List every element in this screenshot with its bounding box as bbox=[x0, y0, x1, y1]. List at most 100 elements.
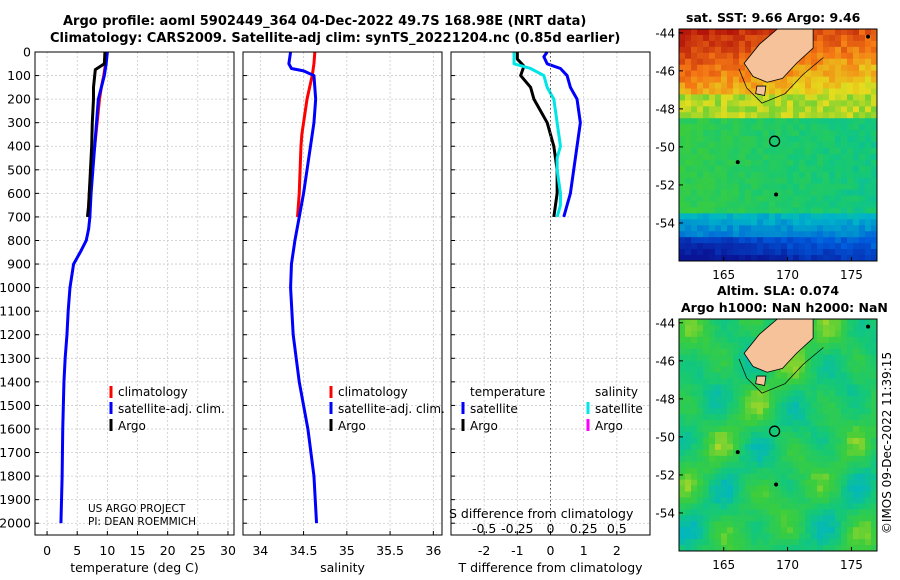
map-cell bbox=[787, 94, 794, 101]
map-cell bbox=[793, 64, 800, 72]
map-cell bbox=[811, 52, 818, 60]
map-cell bbox=[817, 249, 824, 256]
map-cell bbox=[697, 497, 704, 505]
map-cell bbox=[769, 255, 776, 261]
map-cell bbox=[805, 237, 812, 244]
map-cell bbox=[859, 213, 866, 220]
map-cell bbox=[679, 402, 686, 409]
map-cell bbox=[829, 231, 836, 238]
map-cell bbox=[859, 130, 866, 137]
map-cell bbox=[793, 426, 800, 433]
map-cell bbox=[865, 52, 872, 60]
map-cell bbox=[775, 249, 782, 256]
map-cell bbox=[763, 195, 770, 203]
map-cell bbox=[853, 533, 860, 540]
map-cell bbox=[757, 396, 764, 403]
map-cell bbox=[829, 319, 836, 326]
map-cell bbox=[697, 231, 704, 238]
map-cell bbox=[817, 342, 824, 350]
map-cell bbox=[727, 255, 734, 261]
map-cell bbox=[757, 243, 764, 250]
map-cell bbox=[835, 330, 842, 338]
map-cell bbox=[703, 396, 710, 403]
map-cell bbox=[805, 396, 812, 403]
map-cell bbox=[727, 467, 734, 475]
map-cell bbox=[859, 336, 866, 344]
x-tick-label: 35.5 bbox=[376, 543, 404, 558]
map-cell bbox=[829, 479, 836, 487]
map-cell bbox=[811, 130, 818, 137]
map-cell bbox=[733, 213, 740, 220]
map-cell bbox=[799, 136, 806, 143]
map-cell bbox=[811, 324, 818, 332]
map-cell bbox=[751, 497, 758, 505]
map-cell bbox=[721, 527, 728, 534]
map-cell bbox=[811, 485, 818, 493]
map-cell bbox=[793, 159, 800, 167]
map-cell bbox=[775, 183, 782, 191]
map-cell bbox=[853, 40, 860, 48]
map-cell bbox=[793, 437, 800, 445]
map-cell bbox=[805, 515, 812, 522]
map-cell bbox=[841, 201, 848, 209]
map-cell bbox=[811, 207, 818, 215]
map-cell bbox=[871, 515, 877, 522]
map-cell bbox=[691, 473, 698, 481]
map-cell bbox=[799, 118, 806, 125]
map-cell bbox=[871, 461, 877, 469]
map-cell bbox=[823, 420, 830, 427]
map-cell bbox=[817, 112, 824, 119]
map-cell bbox=[865, 88, 872, 96]
map-cell bbox=[709, 136, 716, 143]
map-cell bbox=[865, 473, 872, 481]
map-cell bbox=[769, 497, 776, 505]
map-cell bbox=[745, 491, 752, 499]
map-cell bbox=[757, 533, 764, 540]
map-cell bbox=[829, 171, 836, 179]
map-cell bbox=[763, 420, 770, 427]
map-cell bbox=[775, 479, 782, 487]
map-cell bbox=[751, 195, 758, 203]
map-cell bbox=[793, 443, 800, 451]
map-cell bbox=[703, 455, 710, 463]
map-cell bbox=[775, 527, 782, 534]
map-cell bbox=[871, 58, 877, 66]
map-cell bbox=[745, 165, 752, 173]
map-cell bbox=[697, 94, 704, 101]
map-cell bbox=[787, 207, 794, 215]
map-cell bbox=[793, 467, 800, 475]
map-cell bbox=[727, 527, 734, 534]
map-cell bbox=[811, 390, 818, 397]
map-cell bbox=[787, 509, 794, 516]
map-cell bbox=[865, 527, 872, 534]
map-cell bbox=[787, 130, 794, 137]
map-cell bbox=[709, 414, 716, 421]
map-cell bbox=[733, 76, 740, 84]
map-cell bbox=[721, 443, 728, 451]
map-cell bbox=[865, 336, 872, 344]
y-tick-label: 1900 bbox=[0, 492, 31, 507]
map-cell bbox=[745, 76, 752, 84]
map-cell bbox=[811, 533, 818, 540]
map-cell bbox=[763, 402, 770, 409]
map-cell bbox=[751, 29, 758, 36]
map-cell bbox=[793, 147, 800, 155]
map-cell bbox=[847, 396, 854, 403]
map-cell bbox=[727, 136, 734, 143]
map-cell bbox=[721, 533, 728, 540]
x-tick-label: 34.5 bbox=[290, 543, 318, 558]
map-cell bbox=[745, 432, 752, 439]
map-cell bbox=[691, 426, 698, 433]
map-cell bbox=[859, 136, 866, 143]
map-cell bbox=[721, 539, 728, 546]
map-cell bbox=[697, 414, 704, 421]
map-cell bbox=[733, 426, 740, 433]
map-cell bbox=[715, 147, 722, 155]
map-cell bbox=[703, 112, 710, 119]
map-cell bbox=[679, 515, 686, 522]
map-cell bbox=[793, 124, 800, 131]
map-cell bbox=[811, 342, 818, 350]
map-cell bbox=[787, 396, 794, 403]
map-cell bbox=[721, 201, 728, 209]
map-cell bbox=[739, 195, 746, 203]
